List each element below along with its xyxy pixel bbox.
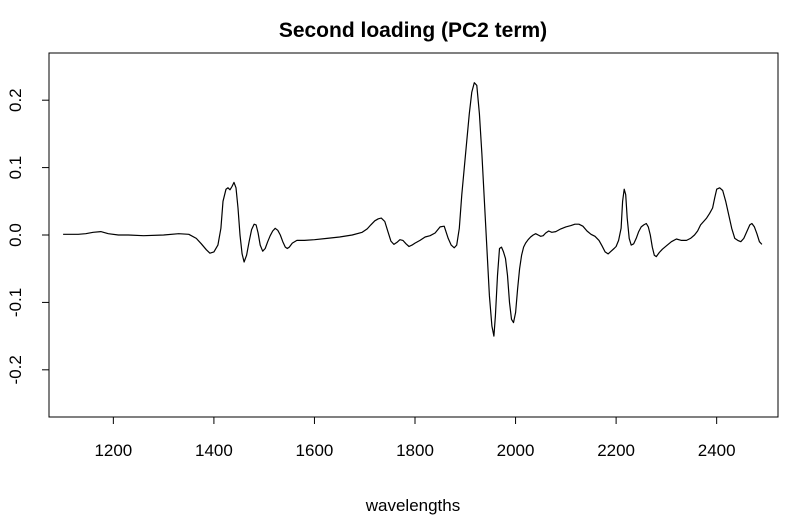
x-axis-label: wavelengths: [365, 496, 461, 515]
series-layer: [63, 82, 763, 337]
y-axis: -0.2 -0.1 0.0 0.1 0.2: [6, 88, 50, 384]
y-tick-label: -0.2: [6, 355, 25, 384]
x-tick-label: 2200: [597, 441, 635, 460]
x-tick-label: 1800: [396, 441, 434, 460]
x-tick-label: 1600: [296, 441, 334, 460]
x-axis: 1200 1400 1600 1800 2000 2200 2400: [94, 416, 736, 460]
y-tick-label: 0.1: [6, 156, 25, 180]
series-line: [63, 82, 763, 337]
x-tick-label: 1200: [94, 441, 132, 460]
chart-title: Second loading (PC2 term): [279, 19, 547, 42]
y-tick-label: 0.2: [6, 88, 25, 112]
y-tick-label: 0.0: [6, 223, 25, 247]
x-tick-label: 2400: [698, 441, 736, 460]
y-tick-label: -0.1: [6, 288, 25, 317]
x-tick-label: 2000: [497, 441, 535, 460]
x-tick-label: 1400: [195, 441, 233, 460]
